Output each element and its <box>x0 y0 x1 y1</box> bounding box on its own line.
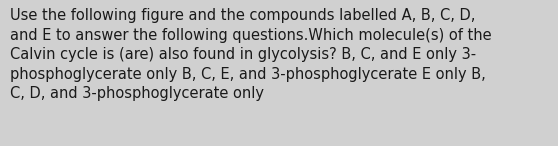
Text: Use the following figure and the compounds labelled A, B, C, D,
and E to answer : Use the following figure and the compoun… <box>10 8 492 101</box>
